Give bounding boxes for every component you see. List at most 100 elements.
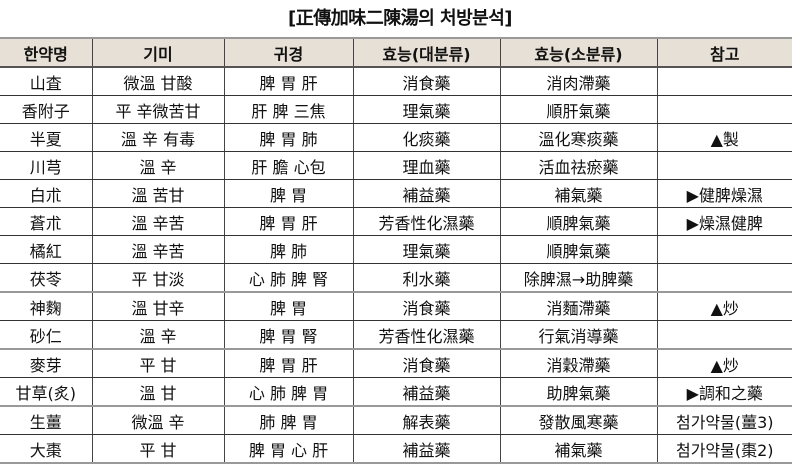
cell-nature-taste: 溫 辛苦: [91, 207, 224, 236]
cell-meridian: 脾 胃: [223, 292, 353, 321]
cell-efficacy-major: 補益藥: [352, 434, 500, 464]
cell-herb-name: 白朮: [0, 179, 92, 208]
cell-efficacy-minor: 順脾氣藥: [499, 207, 657, 236]
column-header-nature-taste: 기미: [91, 37, 224, 68]
cell-efficacy-major: 化痰藥: [352, 123, 500, 152]
column-header-efficacy-major: 효능(대분류): [352, 37, 500, 68]
column-header-note: 참고: [656, 37, 792, 68]
cell-efficacy-minor: 順肝氣藥: [499, 95, 657, 124]
cell-efficacy-minor: 活血祛瘀藥: [499, 151, 657, 180]
cell-nature-taste: 平 甘淡: [91, 263, 224, 293]
table-row: 砂仁溫 辛脾 胃 腎芳香性化濕藥 行氣消導藥: [0, 320, 792, 350]
cell-meridian: 肝 脾 三焦: [223, 95, 353, 124]
cell-efficacy-major: 補益藥: [352, 377, 500, 407]
cell-nature-taste: 溫 辛苦: [91, 235, 224, 264]
cell-meridian: 心 肺 脾 腎: [223, 263, 353, 293]
cell-nature-taste: 溫 辛: [91, 151, 224, 180]
cell-nature-taste: 平 甘: [91, 434, 224, 464]
cell-efficacy-minor: 除脾濕→助脾藥: [499, 263, 657, 293]
cell-note: 첨가약물(薑3): [656, 406, 792, 435]
cell-efficacy-minor: 發散風寒藥: [499, 406, 657, 435]
cell-herb-name: 麥芽: [0, 349, 92, 378]
cell-note: [656, 263, 792, 293]
cell-note: ▶健脾燥濕: [656, 179, 792, 208]
table-row: 生薑 微溫 辛肺 脾 胃解表藥 發散風寒藥 첨가약물(薑3): [0, 406, 792, 435]
cell-herb-name: 香附子: [0, 95, 92, 124]
cell-note: ▲炒: [656, 292, 792, 321]
cell-meridian: 脾 胃 腎: [223, 320, 353, 350]
cell-meridian: 肝 膽 心包: [223, 151, 353, 180]
table-row: 香附子平 辛微苦甘肝 脾 三焦 理氣藥 順肝氣藥: [0, 95, 792, 124]
table-row: 蒼朮溫 辛苦脾 胃 肝芳香性化濕藥 順脾氣藥 ▶燥濕健脾: [0, 207, 792, 236]
cell-efficacy-major: 理氣藥: [352, 95, 500, 124]
cell-efficacy-major: 解表藥: [352, 406, 500, 435]
cell-herb-name: 橘紅: [0, 235, 92, 264]
cell-herb-name: 神麴: [0, 292, 92, 321]
column-header-herb-name: 한약명: [0, 37, 92, 68]
cell-herb-name: 大棗: [0, 434, 92, 464]
cell-nature-taste: 微溫 甘酸: [91, 67, 224, 96]
cell-note: 첨가약물(棗2): [656, 434, 792, 464]
cell-efficacy-minor: 順脾氣藥: [499, 235, 657, 264]
table-row: 大棗平 甘脾 胃 心 肝補益藥 補氣藥 첨가약물(棗2): [0, 434, 792, 464]
cell-meridian: 脾 肺: [223, 235, 353, 264]
cell-efficacy-major: 消食藥: [352, 292, 500, 321]
cell-nature-taste: 溫 苦甘: [91, 179, 224, 208]
cell-efficacy-minor: 消穀滯藥: [499, 349, 657, 378]
cell-efficacy-minor: 助脾氣藥: [499, 377, 657, 407]
column-header-efficacy-minor: 효능(소분류): [499, 37, 657, 68]
table-row: 川芎溫 辛肝 膽 心包 理血藥 活血祛瘀藥: [0, 151, 792, 180]
cell-herb-name: 川芎: [0, 151, 92, 180]
cell-efficacy-major: 補益藥: [352, 179, 500, 208]
cell-nature-taste: 平 辛微苦甘: [91, 95, 224, 124]
cell-herb-name: 蒼朮: [0, 207, 92, 236]
cell-efficacy-minor: 消麵滯藥: [499, 292, 657, 321]
header-row: 한약명 기미 귀경 효능(대분류) 효능(소분류) 참고: [0, 37, 792, 68]
column-header-meridian: 귀경: [223, 37, 353, 68]
cell-efficacy-major: 利水藥: [352, 263, 500, 293]
cell-meridian: 脾 胃 肝: [223, 67, 353, 96]
cell-efficacy-major: 消食藥: [352, 67, 500, 96]
cell-herb-name: 甘草(炙): [0, 377, 92, 407]
cell-herb-name: 生薑: [0, 406, 92, 435]
table-row: 半夏溫 辛 有毒脾 胃 肺化痰藥 溫化寒痰藥 ▲製: [0, 123, 792, 152]
cell-nature-taste: 平 甘: [91, 349, 224, 378]
table-row: 麥芽平 甘脾 胃 肝消食藥 消穀滯藥 ▲炒: [0, 349, 792, 378]
cell-efficacy-minor: 補氣藥: [499, 179, 657, 208]
cell-nature-taste: 溫 辛: [91, 320, 224, 350]
table-row: 橘紅溫 辛苦脾 肺理氣藥 順脾氣藥: [0, 235, 792, 264]
cell-efficacy-major: 芳香性化濕藥: [352, 207, 500, 236]
cell-efficacy-major: 消食藥: [352, 349, 500, 378]
table-row: 甘草(炙) 溫 甘心 肺 脾 胃補益藥 助脾氣藥 ▶調和之藥: [0, 377, 792, 407]
cell-efficacy-minor: 消肉滯藥: [499, 67, 657, 96]
cell-note: [656, 320, 792, 350]
cell-note: ▶燥濕健脾: [656, 207, 792, 236]
cell-meridian: 脾 胃 肝: [223, 349, 353, 378]
cell-herb-name: 半夏: [0, 123, 92, 152]
table-row: 神麴溫 甘辛脾 胃消食藥 消麵滯藥 ▲炒: [0, 292, 792, 321]
cell-efficacy-minor: 溫化寒痰藥: [499, 123, 657, 152]
cell-efficacy-major: 理氣藥: [352, 235, 500, 264]
cell-note: ▶調和之藥: [656, 377, 792, 407]
table-row: 山査 微溫 甘酸脾 胃 肝消食藥 消肉滯藥: [0, 67, 792, 96]
cell-efficacy-major: 芳香性化濕藥: [352, 320, 500, 350]
cell-efficacy-minor: 行氣消導藥: [499, 320, 657, 350]
cell-meridian: 脾 胃 心 肝: [223, 434, 353, 464]
cell-note: ▲製: [656, 123, 792, 152]
page-title: [正傳加味二陳湯의 처방분석]: [287, 8, 513, 29]
table-row: 白朮溫 苦甘脾 胃補益藥 補氣藥 ▶健脾燥濕: [0, 179, 792, 208]
cell-nature-taste: 溫 甘辛: [91, 292, 224, 321]
cell-nature-taste: 溫 甘: [91, 377, 224, 407]
cell-note: [656, 95, 792, 124]
cell-efficacy-minor: 補氣藥: [499, 434, 657, 464]
prescription-table: 한약명 기미 귀경 효능(대분류) 효능(소분류) 참고 山査 微溫 甘酸脾 胃 肝消食藥消…: [0, 37, 792, 464]
cell-herb-name: 山査: [0, 67, 92, 96]
cell-nature-taste: 微溫 辛: [91, 406, 224, 435]
cell-note: [656, 151, 792, 180]
cell-nature-taste: 溫 辛 有毒: [91, 123, 224, 152]
cell-meridian: 心 肺 脾 胃: [223, 377, 353, 407]
table-row: 茯苓平 甘淡心 肺 脾 腎利水藥 除脾濕→助脾藥: [0, 263, 792, 293]
cell-meridian: 脾 胃 肝: [223, 207, 353, 236]
cell-note: ▲炒: [656, 349, 792, 378]
cell-meridian: 脾 胃: [223, 179, 353, 208]
